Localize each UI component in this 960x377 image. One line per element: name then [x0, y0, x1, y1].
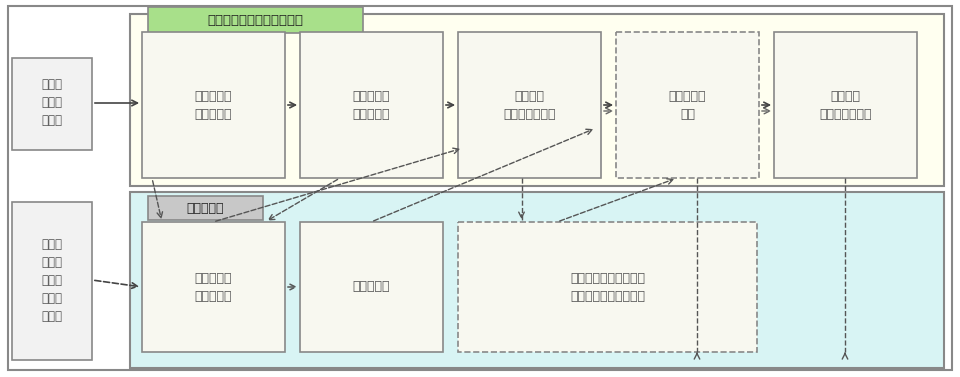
Bar	[12, 58, 92, 150]
Text: 調査経過の報告要求・
調査経過への意見陳述: 調査経過の報告要求・ 調査経過への意見陳述	[570, 271, 645, 302]
Text: 働きか
けを受
けた職
員によ
る届出: 働きか けを受 けた職 員によ る届出	[41, 238, 62, 322]
Text: 違反行為の
疑いの把握: 違反行為の 疑いの把握	[195, 271, 232, 302]
Text: 調査開始
（開始の通知）: 調査開始 （開始の通知）	[503, 89, 556, 121]
Bar	[300, 32, 443, 178]
Bar	[774, 32, 917, 178]
Bar	[148, 7, 363, 33]
Text: 人事委員会: 人事委員会	[186, 202, 224, 216]
Bar	[148, 196, 263, 220]
Bar	[142, 222, 285, 352]
Bar	[616, 32, 759, 178]
Text: 違反行為の
疑いの把握: 違反行為の 疑いの把握	[195, 89, 232, 121]
Bar	[130, 192, 944, 368]
Text: 任命権者（県、市町村等）: 任命権者（県、市町村等）	[207, 14, 303, 28]
Bar	[300, 222, 443, 352]
Text: 調査の要求: 調査の要求	[352, 280, 391, 294]
Text: 調査経過の
報告: 調査経過の 報告	[669, 89, 707, 121]
Bar	[12, 202, 92, 360]
Bar	[458, 32, 601, 178]
Text: 違反行為の
情報の報告: 違反行為の 情報の報告	[352, 89, 391, 121]
Text: 第三者
による
通報等: 第三者 による 通報等	[41, 78, 62, 127]
Text: 調査終了
（終了の報告）: 調査終了 （終了の報告）	[819, 89, 872, 121]
Bar	[458, 222, 757, 352]
Bar	[130, 14, 944, 186]
Bar	[142, 32, 285, 178]
